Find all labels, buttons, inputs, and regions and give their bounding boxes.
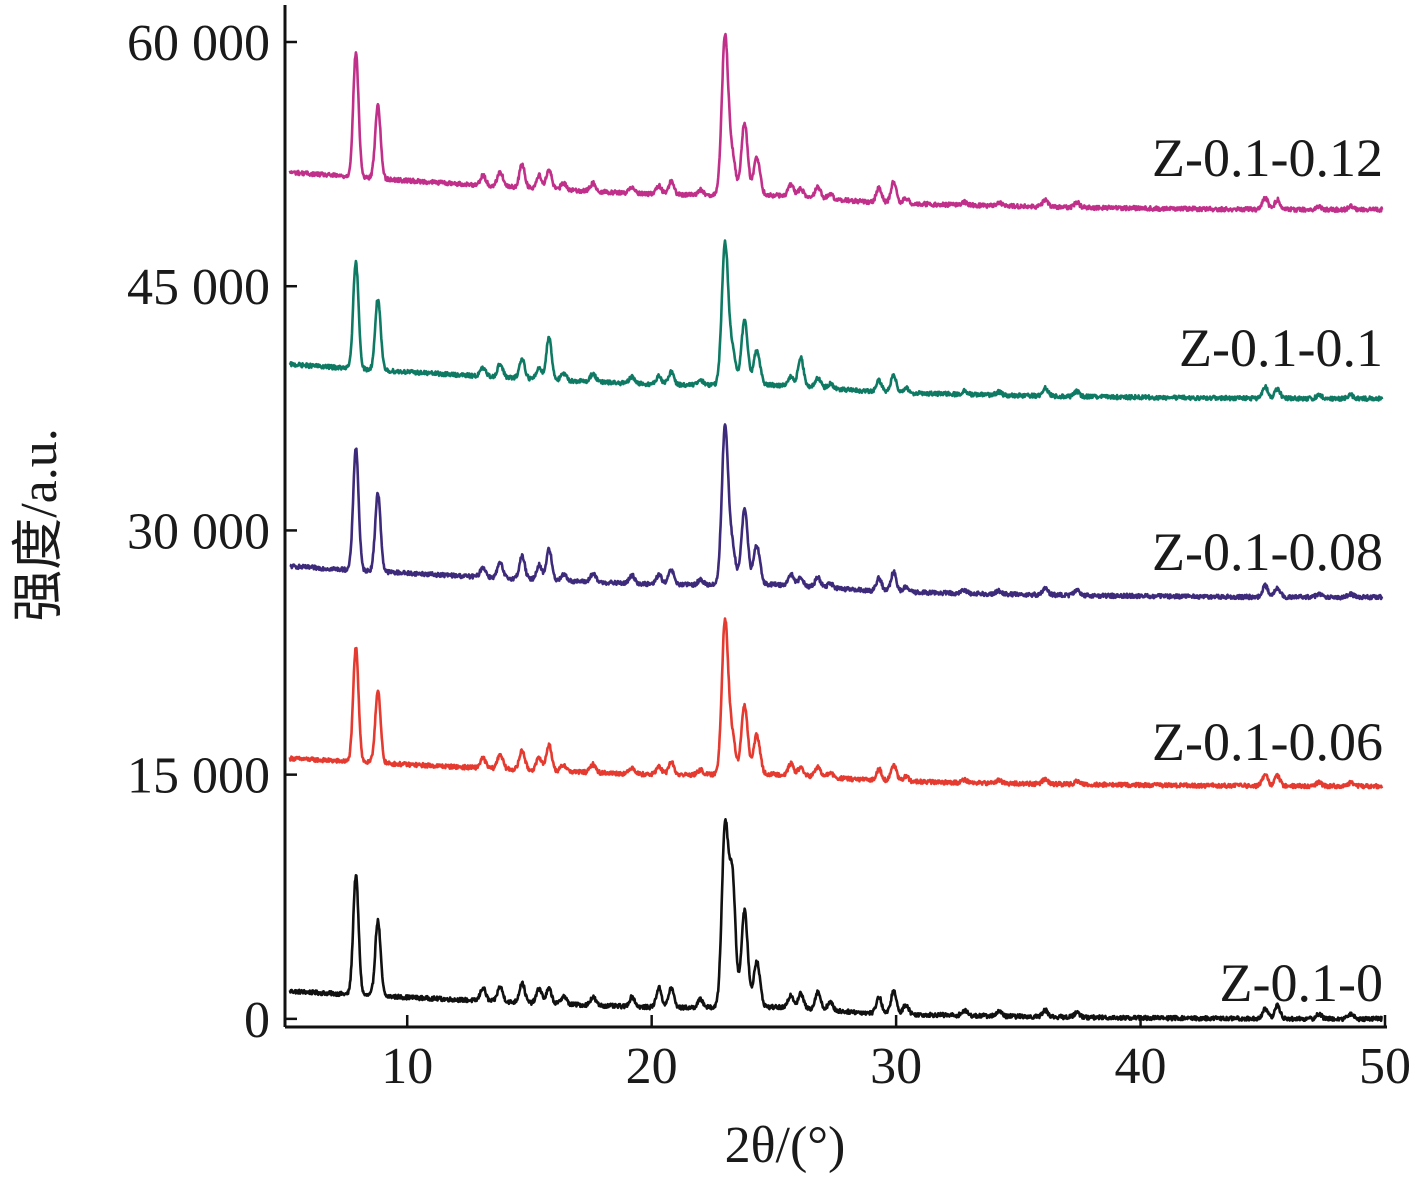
series-label: Z-0.1-0.08 xyxy=(1152,522,1383,582)
y-axis-title: 强度/a.u. xyxy=(11,428,68,622)
y-tick-label: 0 xyxy=(244,992,270,1049)
x-tick-label: 10 xyxy=(381,1038,433,1095)
x-tick-label: 40 xyxy=(1115,1038,1167,1095)
y-tick-label: 15 000 xyxy=(127,748,270,805)
series-label: Z-0.1-0.06 xyxy=(1152,712,1383,772)
series-line xyxy=(288,817,1383,1023)
y-ticks: 0 15 000 30 000 45 000 60 000 xyxy=(127,15,297,1049)
x-axis-title: 2θ/(°) xyxy=(725,1117,846,1174)
series-label: Z-0.1-0.12 xyxy=(1152,128,1383,188)
series-label: Z-0.1-0 xyxy=(1220,953,1383,1013)
series-line xyxy=(288,32,1384,213)
axes xyxy=(283,5,1387,1029)
series-label: Z-0.1-0.1 xyxy=(1179,318,1383,378)
x-tick-label: 30 xyxy=(870,1038,922,1095)
y-tick-label: 60 000 xyxy=(127,15,270,72)
series-line xyxy=(289,423,1384,601)
series-line xyxy=(288,239,1384,402)
x-tick-label: 50 xyxy=(1359,1038,1411,1095)
y-tick-label: 45 000 xyxy=(127,259,270,316)
x-ticks: 10 20 30 40 50 xyxy=(381,1015,1411,1095)
x-tick-label: 20 xyxy=(626,1038,678,1095)
series-labels: Z-0.1-0 Z-0.1-0.06 Z-0.1-0.08 Z-0.1-0.1 Z-0.… xyxy=(1152,128,1383,1013)
y-tick-label: 30 000 xyxy=(127,503,270,560)
series-line xyxy=(288,617,1384,790)
series-traces xyxy=(288,32,1384,1023)
